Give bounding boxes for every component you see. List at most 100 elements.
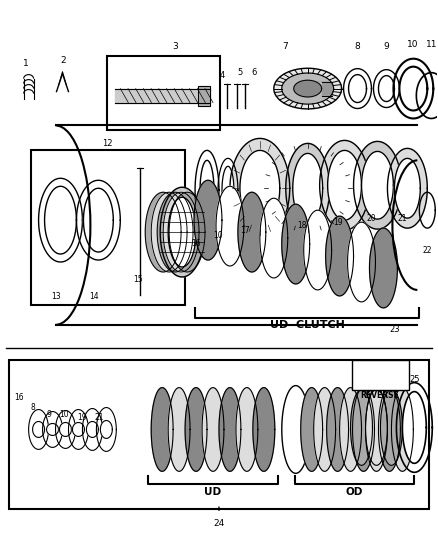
Text: 5: 5 <box>237 68 243 77</box>
Polygon shape <box>339 387 361 471</box>
Polygon shape <box>365 387 388 471</box>
Polygon shape <box>378 76 394 102</box>
Text: 8: 8 <box>30 403 35 412</box>
Polygon shape <box>168 387 190 471</box>
Text: 19: 19 <box>333 217 343 227</box>
Text: 18: 18 <box>297 221 307 230</box>
Polygon shape <box>399 67 427 110</box>
Polygon shape <box>327 387 349 471</box>
Polygon shape <box>365 390 388 465</box>
Polygon shape <box>328 150 361 220</box>
Polygon shape <box>115 88 210 102</box>
Polygon shape <box>353 141 401 229</box>
Text: 16: 16 <box>14 393 24 402</box>
Polygon shape <box>301 387 323 471</box>
Bar <box>107 55 220 131</box>
Polygon shape <box>46 424 59 435</box>
Text: 21: 21 <box>398 214 407 223</box>
Polygon shape <box>32 422 45 438</box>
Polygon shape <box>349 75 367 102</box>
Polygon shape <box>83 188 113 252</box>
Text: 20: 20 <box>367 214 376 223</box>
Polygon shape <box>194 180 222 260</box>
Text: 15: 15 <box>134 276 143 285</box>
Text: 22: 22 <box>423 246 432 255</box>
Polygon shape <box>160 187 204 277</box>
Polygon shape <box>222 166 234 214</box>
Polygon shape <box>163 192 199 272</box>
Polygon shape <box>392 387 413 471</box>
Text: 23: 23 <box>389 325 400 334</box>
Polygon shape <box>151 192 187 272</box>
Polygon shape <box>157 192 193 272</box>
Polygon shape <box>60 423 71 437</box>
Polygon shape <box>274 68 342 109</box>
Text: 7: 7 <box>282 42 288 51</box>
Text: 16: 16 <box>191 239 201 247</box>
Text: 21: 21 <box>95 413 104 422</box>
Polygon shape <box>185 387 207 471</box>
Polygon shape <box>282 204 310 284</box>
Polygon shape <box>260 198 288 278</box>
Polygon shape <box>378 387 400 471</box>
Polygon shape <box>230 139 290 238</box>
Polygon shape <box>216 186 244 266</box>
Polygon shape <box>240 150 280 226</box>
Text: 10: 10 <box>60 410 69 419</box>
Polygon shape <box>381 390 403 465</box>
Text: 1: 1 <box>23 59 28 68</box>
Text: 4: 4 <box>219 71 225 80</box>
Polygon shape <box>198 86 210 106</box>
Polygon shape <box>294 80 321 97</box>
Polygon shape <box>86 422 99 438</box>
Polygon shape <box>314 387 336 471</box>
Text: 9: 9 <box>46 410 51 419</box>
Text: 10: 10 <box>213 231 223 240</box>
Polygon shape <box>348 222 375 302</box>
Text: 24: 24 <box>213 519 225 528</box>
Text: OD: OD <box>346 487 363 497</box>
Polygon shape <box>286 143 330 233</box>
Polygon shape <box>100 421 112 439</box>
Polygon shape <box>45 186 77 254</box>
Polygon shape <box>403 392 426 463</box>
Polygon shape <box>282 73 334 104</box>
Text: 10: 10 <box>406 40 418 49</box>
Polygon shape <box>219 387 241 471</box>
Text: 25: 25 <box>409 375 420 384</box>
Text: 12: 12 <box>102 139 113 148</box>
Polygon shape <box>238 192 266 272</box>
Polygon shape <box>325 216 353 296</box>
Polygon shape <box>350 390 372 465</box>
Polygon shape <box>168 197 196 267</box>
Polygon shape <box>388 148 427 228</box>
Polygon shape <box>320 140 370 230</box>
Text: 8: 8 <box>355 42 360 51</box>
Polygon shape <box>253 387 275 471</box>
Text: 19: 19 <box>78 413 87 422</box>
Text: 3: 3 <box>172 42 178 51</box>
Text: 17: 17 <box>240 225 250 235</box>
Bar <box>198 86 210 106</box>
Text: 13: 13 <box>52 293 61 301</box>
Polygon shape <box>202 387 224 471</box>
Polygon shape <box>370 228 397 308</box>
Polygon shape <box>72 423 85 437</box>
Polygon shape <box>394 158 420 218</box>
Text: REVERSE: REVERSE <box>360 391 399 400</box>
Text: 11: 11 <box>426 40 437 49</box>
Polygon shape <box>353 387 374 471</box>
Polygon shape <box>321 82 332 95</box>
Polygon shape <box>200 160 214 220</box>
Polygon shape <box>361 151 393 219</box>
Polygon shape <box>236 387 258 471</box>
Bar <box>9 360 429 509</box>
Polygon shape <box>293 154 323 223</box>
Polygon shape <box>145 192 181 272</box>
Bar <box>352 360 410 390</box>
Text: UD  CLUTCH: UD CLUTCH <box>270 320 345 330</box>
Bar <box>31 150 185 305</box>
Polygon shape <box>151 387 173 471</box>
Text: 14: 14 <box>90 293 99 301</box>
Polygon shape <box>169 192 205 272</box>
